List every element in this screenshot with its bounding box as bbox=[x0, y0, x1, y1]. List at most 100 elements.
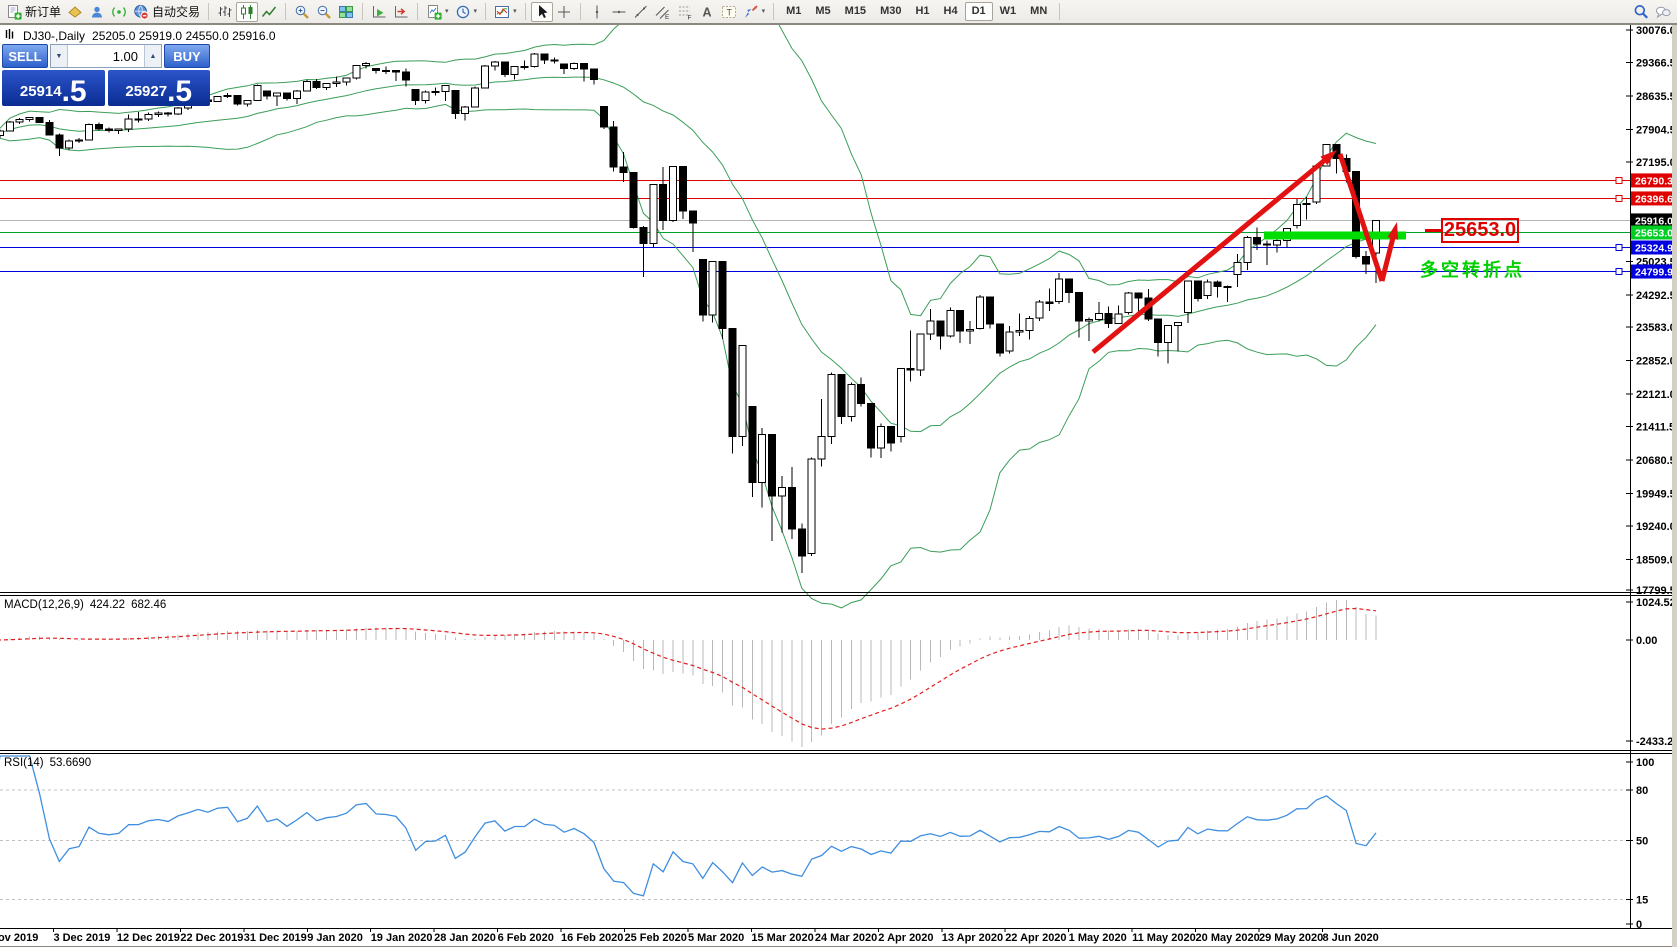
chart-shift-icon bbox=[395, 5, 408, 17]
chart-canvas[interactable]: 30076.029366.528635.527904.527195.025023… bbox=[0, 24, 1677, 947]
price-axis: 30076.029366.528635.527904.527195.025023… bbox=[1626, 25, 1677, 931]
timeframe-m30-button[interactable]: M30 bbox=[880, 5, 902, 17]
support-zone-segment[interactable] bbox=[1264, 231, 1406, 240]
volume-value[interactable]: 1.00 bbox=[112, 48, 138, 64]
price-tag bbox=[1631, 264, 1677, 279]
svg-text:21411.5: 21411.5 bbox=[1636, 422, 1675, 434]
timeframe-m15-button[interactable]: M15 bbox=[844, 5, 867, 17]
price-tag bbox=[1631, 225, 1677, 240]
hline-handle[interactable] bbox=[1615, 243, 1623, 251]
svg-text:30076.0: 30076.0 bbox=[1636, 25, 1676, 37]
dropdown-arrow-icon: ▾ bbox=[473, 8, 478, 15]
volume-up-button[interactable]: ▲ bbox=[144, 45, 161, 67]
vertical-line-button[interactable] bbox=[586, 2, 608, 22]
svg-text:20680.5: 20680.5 bbox=[1636, 455, 1676, 467]
buy-button[interactable]: BUY bbox=[164, 44, 210, 68]
toolbar-separator bbox=[485, 3, 487, 20]
bar-chart-button[interactable] bbox=[214, 2, 236, 22]
timeframe-m5-button[interactable]: M5 bbox=[815, 5, 831, 17]
timeframe-h1-button[interactable]: H1 bbox=[915, 5, 930, 17]
cursor-button[interactable] bbox=[530, 1, 553, 22]
metaeditor-button[interactable] bbox=[64, 2, 86, 22]
svg-text:26396.6: 26396.6 bbox=[1635, 193, 1673, 205]
price-callout[interactable]: 25653.0 bbox=[1441, 218, 1519, 243]
dropdown-arrow-icon: ▾ bbox=[761, 8, 766, 15]
fibonacci-button[interactable]: F bbox=[674, 2, 696, 22]
svg-text:25916.0: 25916.0 bbox=[1635, 215, 1673, 227]
new-order-button[interactable]: 新订单 bbox=[3, 2, 64, 22]
svg-text:19240.0: 19240.0 bbox=[1636, 521, 1676, 533]
svg-text:19949.5: 19949.5 bbox=[1636, 489, 1676, 501]
community-button[interactable] bbox=[86, 2, 108, 22]
signals-button[interactable] bbox=[108, 2, 130, 22]
svg-text:5 Mar 2020: 5 Mar 2020 bbox=[688, 932, 744, 944]
horizontal-line-button[interactable] bbox=[608, 2, 630, 22]
candlestick-chart-button[interactable] bbox=[236, 1, 259, 22]
arrows-icon bbox=[744, 4, 758, 18]
arrows-button[interactable]: ▾ bbox=[740, 2, 769, 22]
search-button[interactable] bbox=[1630, 2, 1652, 22]
dropdown-arrow-icon: ▾ bbox=[513, 8, 517, 15]
zoom-in-icon bbox=[295, 5, 309, 19]
timeframe-w1-button[interactable]: W1 bbox=[999, 5, 1017, 17]
svg-text:E: E bbox=[665, 14, 670, 20]
svg-text:0: 0 bbox=[1636, 919, 1642, 931]
text-button[interactable]: A bbox=[696, 2, 718, 22]
timeframe-d1-button[interactable]: D1 bbox=[964, 2, 993, 21]
price-tag bbox=[1631, 213, 1677, 228]
price-callout-dash bbox=[1425, 229, 1441, 232]
zoom-in-button[interactable] bbox=[291, 2, 313, 22]
equidistant-channel-button[interactable]: E bbox=[652, 2, 674, 22]
volume-down-button[interactable]: ▼ bbox=[51, 45, 68, 67]
auto-scroll-button[interactable] bbox=[368, 2, 390, 22]
tile-windows-button[interactable] bbox=[335, 2, 357, 22]
chat-button[interactable] bbox=[1652, 2, 1674, 22]
timeframe-m1-button[interactable]: M1 bbox=[786, 5, 802, 17]
rsi-line bbox=[0, 755, 1377, 897]
trendline-button[interactable] bbox=[630, 2, 652, 22]
svg-text:8 Jun 2020: 8 Jun 2020 bbox=[1322, 932, 1378, 944]
svg-text:27195.0: 27195.0 bbox=[1636, 157, 1676, 169]
crosshair-button[interactable] bbox=[553, 2, 575, 22]
svg-text:11 May 2020: 11 May 2020 bbox=[1132, 932, 1196, 944]
indicators-button[interactable]: ▾ bbox=[491, 2, 520, 22]
trend-arrows[interactable] bbox=[1091, 150, 1399, 354]
text-label-icon: T bbox=[721, 5, 736, 18]
toolbar-separator bbox=[1059, 3, 1061, 20]
window-edge bbox=[1672, 24, 1677, 947]
auto-scroll-icon bbox=[373, 5, 386, 17]
zoom-out-icon bbox=[317, 5, 331, 19]
chart-icon bbox=[4, 28, 16, 43]
svg-text:13 Apr 2020: 13 Apr 2020 bbox=[942, 932, 1003, 944]
new-chart-button[interactable]: ▾ bbox=[423, 2, 452, 22]
timeframe-h4-button[interactable]: H4 bbox=[943, 5, 958, 17]
buy-price-box[interactable]: 25927.5 bbox=[107, 70, 210, 106]
svg-text:17799.5: 17799.5 bbox=[1636, 585, 1676, 597]
sell-price-box[interactable]: 25914.5 bbox=[2, 70, 105, 106]
periods-icon bbox=[456, 5, 469, 18]
line-chart-icon bbox=[261, 6, 277, 17]
svg-text:28635.5: 28635.5 bbox=[1636, 91, 1676, 103]
svg-text:15 Mar 2020: 15 Mar 2020 bbox=[751, 932, 813, 944]
annotation-note[interactable]: 多空转折点 bbox=[1420, 260, 1525, 280]
text-label-button[interactable]: T bbox=[718, 2, 740, 22]
hline-handle[interactable] bbox=[1615, 194, 1623, 202]
volume-stepper[interactable]: ▼ 1.00 ▲ bbox=[50, 44, 162, 68]
svg-text:24 Mar 2020: 24 Mar 2020 bbox=[815, 932, 877, 944]
svg-text:26790.3: 26790.3 bbox=[1635, 175, 1673, 187]
svg-text:Nov 2019: Nov 2019 bbox=[0, 932, 38, 944]
periods-button[interactable]: ▾ bbox=[452, 2, 481, 22]
zoom-out-button[interactable] bbox=[313, 2, 335, 22]
autotrading-button[interactable]: 自动交易 bbox=[130, 2, 203, 22]
timeframe-mn-button[interactable]: MN bbox=[1030, 5, 1048, 17]
sell-button[interactable]: SELL bbox=[2, 44, 48, 68]
autotrading-icon bbox=[134, 4, 149, 20]
price-tag bbox=[1631, 240, 1677, 255]
svg-text:0.00: 0.00 bbox=[1636, 635, 1657, 647]
chart-shift-button[interactable] bbox=[390, 2, 412, 22]
hline-handle[interactable] bbox=[1615, 176, 1623, 184]
svg-text:22 Dec 2019: 22 Dec 2019 bbox=[180, 932, 243, 944]
line-chart-button[interactable] bbox=[258, 2, 280, 22]
hline-handle[interactable] bbox=[1615, 268, 1623, 276]
